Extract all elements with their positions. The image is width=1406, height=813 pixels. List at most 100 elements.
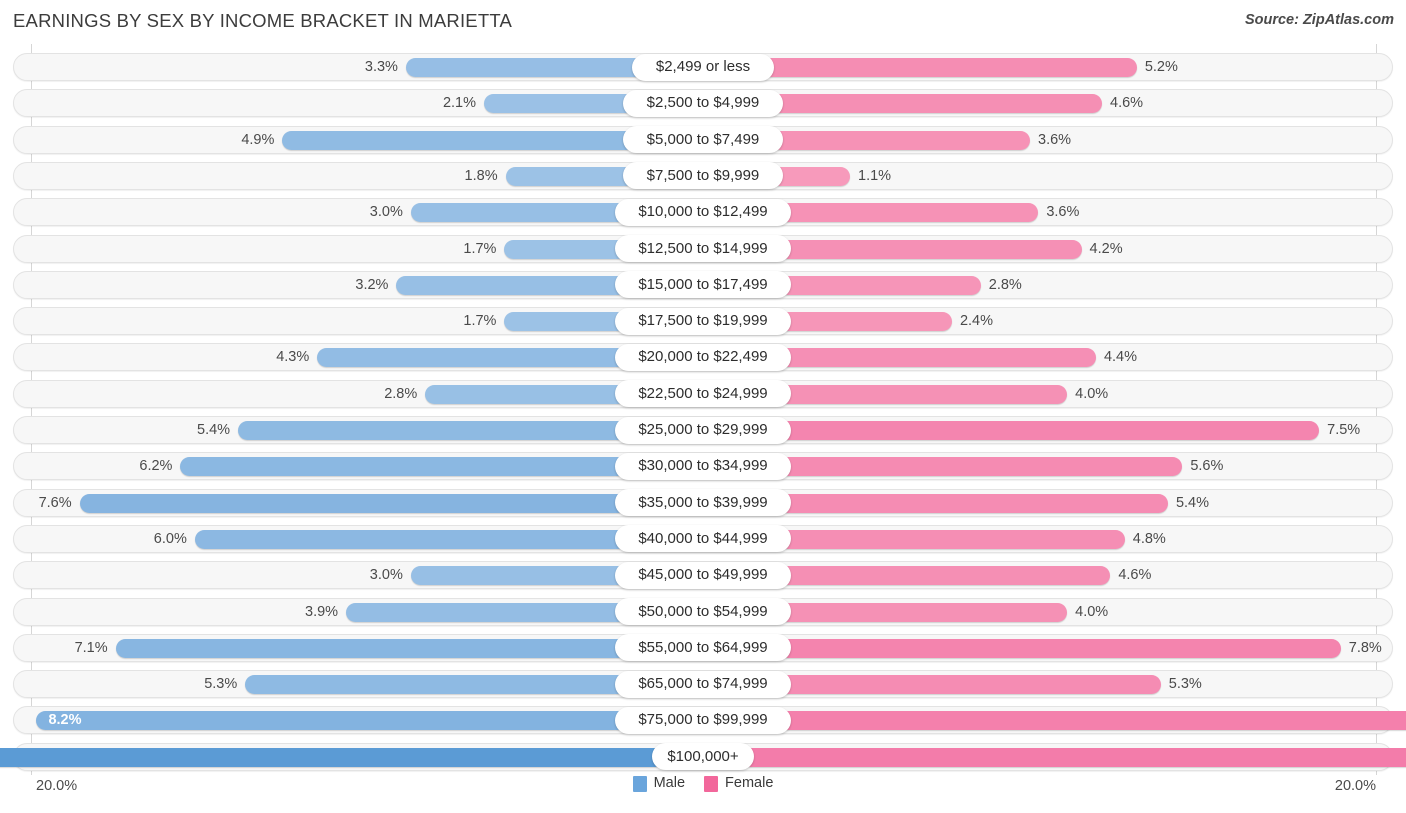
income-bracket-text: $22,500 to $24,999: [638, 384, 768, 402]
bar-male[interactable]: [282, 130, 636, 150]
value-label-female: 4.8%: [1132, 530, 1166, 547]
income-bracket-label: $100,000+: [652, 743, 754, 771]
income-bracket-text: $40,000 to $44,999: [638, 529, 768, 547]
bar-male[interactable]: [79, 493, 627, 513]
value-label-female: 5.3%: [1168, 676, 1202, 693]
value-label-male: 4.3%: [276, 349, 310, 366]
bar-female[interactable]: [779, 275, 981, 295]
income-bracket-text: $75,000 to $99,999: [638, 711, 768, 729]
income-bracket-label: $15,000 to $17,499: [614, 271, 792, 299]
value-label-male: 6.0%: [153, 530, 187, 547]
bar-female[interactable]: [770, 94, 1102, 114]
bar-male[interactable]: [180, 457, 627, 477]
value-label-male: 3.0%: [369, 204, 403, 221]
chart-row: 18.6%10.3%$100,000+: [0, 740, 1406, 776]
chart-row: 3.0% 4.6% $45,000 to $49,999: [0, 558, 1406, 594]
bar-female[interactable]: [779, 566, 1111, 586]
bar-male[interactable]: [194, 529, 627, 549]
bar-female[interactable]: [770, 130, 1030, 150]
value-label-female: 2.4%: [959, 313, 993, 330]
bar-female[interactable]: [779, 203, 1039, 223]
income-bracket-text: $45,000 to $49,999: [638, 566, 768, 584]
income-bracket-label: $2,500 to $4,999: [623, 89, 783, 117]
gridline-right: [1376, 44, 1377, 775]
bar-male[interactable]: [484, 94, 636, 114]
bar-female[interactable]: [779, 711, 1406, 731]
income-bracket-text: $65,000 to $74,999: [638, 675, 768, 693]
bar-female[interactable]: [779, 602, 1068, 622]
legend-item-female[interactable]: Female: [704, 775, 773, 792]
chart-row: 5.3% 5.3% $65,000 to $74,999: [0, 667, 1406, 703]
bar-male[interactable]: [245, 675, 627, 695]
chart-row: 2.8% 4.0% $22,500 to $24,999: [0, 377, 1406, 413]
value-label-female: 4.2%: [1089, 240, 1123, 257]
income-bracket-label: $5,000 to $7,499: [623, 126, 783, 154]
legend-item-male[interactable]: Male: [632, 775, 685, 792]
income-bracket-label: $55,000 to $64,999: [614, 634, 792, 662]
value-label-female: 4.0%: [1075, 385, 1109, 402]
income-bracket-text: $15,000 to $17,499: [638, 275, 768, 293]
income-bracket-label: $65,000 to $74,999: [614, 670, 792, 698]
bar-female[interactable]: [762, 58, 1137, 77]
income-bracket-label: $30,000 to $34,999: [614, 452, 792, 480]
chart-row: 1.7% 2.4% $17,500 to $19,999: [0, 304, 1406, 340]
income-bracket-text: $7,500 to $9,999: [646, 166, 760, 184]
value-label-female: 4.4%: [1103, 349, 1137, 366]
bar-male[interactable]: [410, 203, 627, 223]
bar-female[interactable]: [779, 421, 1320, 440]
value-label-female: 1.1%: [858, 167, 892, 184]
bar-female[interactable]: [779, 457, 1183, 477]
bar-male[interactable]: [317, 348, 627, 368]
bar-male[interactable]: [410, 566, 627, 586]
income-bracket-text: $55,000 to $64,999: [638, 638, 768, 656]
value-label-male: 5.3%: [204, 676, 238, 693]
value-label-male: 3.9%: [305, 603, 339, 620]
income-bracket-label: $10,000 to $12,499: [614, 198, 792, 226]
chart-row: 4.9% 3.6% $5,000 to $7,499: [0, 123, 1406, 159]
bar-male[interactable]: [405, 58, 644, 77]
bar-female[interactable]: [779, 638, 1341, 658]
value-label-male: 1.7%: [463, 313, 497, 330]
axis-label-right: 20.0%: [1334, 778, 1376, 794]
bar-female[interactable]: [779, 675, 1161, 695]
bar-female[interactable]: [779, 493, 1168, 513]
bar-male[interactable]: [396, 275, 627, 295]
income-bracket-text: $10,000 to $12,499: [638, 203, 768, 221]
bar-female[interactable]: [741, 747, 1406, 767]
bar-male[interactable]: [115, 638, 627, 658]
income-bracket-label: $22,500 to $24,999: [614, 380, 792, 408]
bar-male[interactable]: [425, 384, 627, 404]
value-label-female: 3.6%: [1038, 131, 1072, 148]
bar-female[interactable]: [779, 348, 1096, 368]
bar-male[interactable]: [36, 711, 627, 731]
bar-female[interactable]: [779, 312, 952, 332]
income-bracket-text: $2,499 or less: [655, 58, 751, 75]
chart-row: 6.2% 5.6% $30,000 to $34,999: [0, 449, 1406, 485]
bar-male[interactable]: [0, 747, 665, 767]
chart-legend: Male Female: [0, 775, 1406, 792]
bar-male[interactable]: [504, 239, 627, 259]
bar-female[interactable]: [779, 529, 1125, 549]
bar-male[interactable]: [238, 421, 627, 440]
bar-female[interactable]: [779, 384, 1068, 404]
value-label-male: 3.2%: [355, 276, 389, 293]
bar-female[interactable]: [779, 239, 1082, 259]
chart-row: 4.3% 4.4% $20,000 to $22,499: [0, 340, 1406, 376]
chart-row: 3.3% 5.2% $2,499 or less: [0, 50, 1406, 86]
income-bracket-text: $17,500 to $19,999: [638, 312, 768, 330]
income-bracket-text: $30,000 to $34,999: [638, 457, 768, 475]
income-bracket-label: $40,000 to $44,999: [614, 525, 792, 553]
gridline-left: [31, 44, 32, 775]
bar-male[interactable]: [505, 166, 636, 186]
chart-header: EARNINGS BY SEX BY INCOME BRACKET IN MAR…: [0, 0, 1406, 44]
income-bracket-label: $2,499 or less: [631, 53, 775, 81]
bar-female[interactable]: [770, 166, 850, 186]
bar-male[interactable]: [504, 312, 627, 332]
chart-row: 7.6% 5.4% $35,000 to $39,999: [0, 486, 1406, 522]
value-label-female: 4.6%: [1118, 567, 1152, 584]
value-label-male: 3.0%: [369, 567, 403, 584]
chart-row: 7.1% 7.8% $55,000 to $64,999: [0, 631, 1406, 667]
bar-male[interactable]: [346, 602, 627, 622]
income-bracket-label: $25,000 to $29,999: [614, 416, 792, 444]
chart-row: 3.9% 4.0% $50,000 to $54,999: [0, 595, 1406, 631]
